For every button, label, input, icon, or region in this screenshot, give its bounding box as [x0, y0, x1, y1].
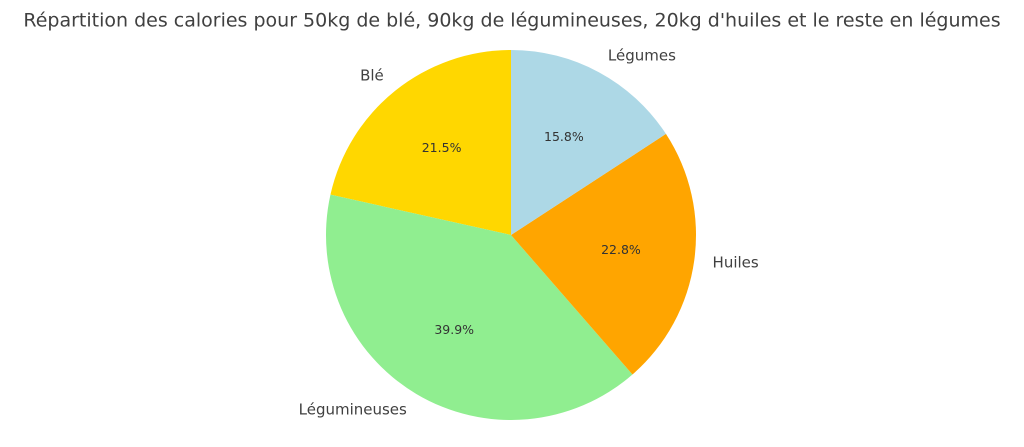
pie-slice: [326, 194, 633, 421]
slice-label: Légumineuses: [299, 400, 407, 418]
slice-label: Blé: [360, 67, 384, 85]
percent-label: 39.9%: [434, 322, 474, 337]
pie-slice: [330, 50, 511, 235]
percent-label: 15.8%: [544, 129, 584, 144]
percent-label: 22.8%: [601, 242, 641, 257]
percent-label: 21.5%: [422, 140, 462, 155]
chart-title: Répartition des calories pour 50kg de bl…: [23, 10, 1000, 32]
pie-slice: [511, 50, 666, 235]
slice-label: Légumes: [608, 47, 676, 65]
pie-slice: [511, 133, 697, 375]
slice-label: Huiles: [713, 254, 759, 272]
